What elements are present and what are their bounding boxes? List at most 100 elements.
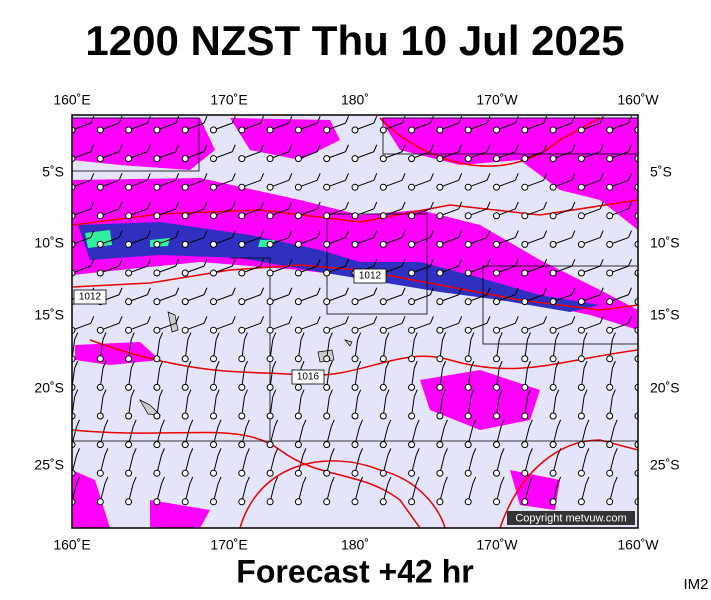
wind-station	[323, 126, 331, 134]
wind-feather	[244, 389, 248, 397]
wind-feather	[146, 258, 151, 267]
wind-station	[436, 498, 444, 506]
wind-station	[379, 240, 387, 248]
wind-station	[464, 240, 472, 248]
wind-feather	[571, 287, 576, 295]
wind-station	[153, 240, 161, 248]
wind-feather	[189, 419, 194, 427]
wind-station	[266, 412, 274, 420]
wind-feather	[260, 115, 265, 124]
wind-station	[606, 126, 614, 134]
wind-feather	[160, 448, 165, 456]
wind-station	[351, 183, 359, 191]
wind-station	[96, 383, 104, 391]
wind-station	[266, 383, 274, 391]
wind-feather	[628, 201, 632, 210]
wind-feather	[330, 448, 335, 456]
wind-feather	[203, 201, 208, 210]
wind-feather	[272, 389, 277, 397]
wind-feather	[316, 115, 321, 124]
wind-feather	[628, 144, 632, 152]
wind-station	[323, 298, 331, 306]
wind-feather	[401, 173, 406, 181]
wind-station	[238, 298, 246, 306]
wind-station	[379, 412, 387, 420]
wind-station	[294, 326, 302, 334]
wind-feather	[104, 448, 109, 456]
wind-station	[577, 240, 585, 248]
wind-station	[323, 355, 331, 363]
wind-feather	[373, 144, 378, 152]
wind-feather	[316, 173, 321, 181]
wind-feather	[443, 476, 448, 485]
wind-station	[266, 240, 274, 248]
wind-feather	[415, 448, 420, 456]
right-axis-label: 25˚S	[650, 457, 680, 473]
wind-station	[210, 498, 217, 506]
wind-station	[436, 155, 444, 163]
wind-feather	[599, 230, 604, 238]
wind-station	[493, 412, 500, 420]
wind-feather	[203, 144, 208, 152]
wind-feather	[357, 332, 362, 340]
wind-feather	[357, 389, 362, 397]
wind-station	[323, 412, 331, 420]
wind-station	[181, 383, 189, 391]
wind-station	[238, 441, 246, 449]
wind-feather	[385, 389, 390, 397]
wind-station	[210, 269, 217, 277]
wind-station	[323, 441, 331, 449]
wind-station	[238, 326, 246, 334]
wind-feather	[373, 258, 378, 267]
wind-station	[606, 240, 614, 248]
wind-station	[408, 383, 416, 391]
bottom-axis-label: 160˚E	[53, 537, 90, 553]
wind-station	[153, 269, 161, 277]
wind-feather	[132, 448, 137, 456]
wind-feather	[245, 476, 250, 485]
wind-feather	[175, 144, 180, 152]
wind-station	[210, 298, 217, 306]
wind-station	[436, 355, 444, 363]
wind-station	[266, 212, 274, 220]
wind-feather	[486, 258, 491, 267]
wind-feather	[555, 332, 560, 340]
wind-feather	[458, 173, 463, 181]
wind-station	[351, 326, 359, 334]
wind-station	[436, 212, 444, 220]
wind-feather	[345, 144, 349, 152]
wind-feather	[486, 115, 491, 124]
wind-station	[606, 183, 614, 191]
wind-station	[493, 269, 500, 277]
right-axis-label: 10˚S	[650, 235, 680, 251]
wind-feather	[217, 476, 222, 485]
wind-feather	[288, 201, 293, 210]
wind-station	[577, 498, 585, 506]
wind-station	[606, 155, 614, 163]
wind-feather	[288, 173, 293, 181]
wind-station	[96, 326, 104, 334]
wind-station	[577, 441, 585, 449]
wind-station	[577, 383, 585, 391]
wind-feather	[160, 476, 165, 485]
wind-station	[436, 269, 444, 277]
wind-feather	[316, 201, 321, 210]
wind-feather	[571, 201, 576, 210]
bottom-axis-label: 160˚W	[617, 537, 659, 553]
bottom-axis-label: 170˚E	[210, 537, 247, 553]
wind-station	[125, 469, 133, 477]
wind-feather	[486, 230, 491, 238]
wind-feather	[146, 230, 151, 238]
wind-station	[96, 240, 104, 248]
wind-station	[351, 126, 359, 134]
wind-station	[181, 240, 189, 248]
wind-feather	[90, 115, 95, 124]
wind-station	[549, 412, 557, 420]
wind-feather	[599, 144, 604, 152]
wind-station	[436, 240, 444, 248]
wind-feather	[74, 360, 79, 369]
wind-feather	[373, 287, 378, 295]
wind-feather	[429, 115, 434, 124]
wind-station	[238, 355, 246, 363]
